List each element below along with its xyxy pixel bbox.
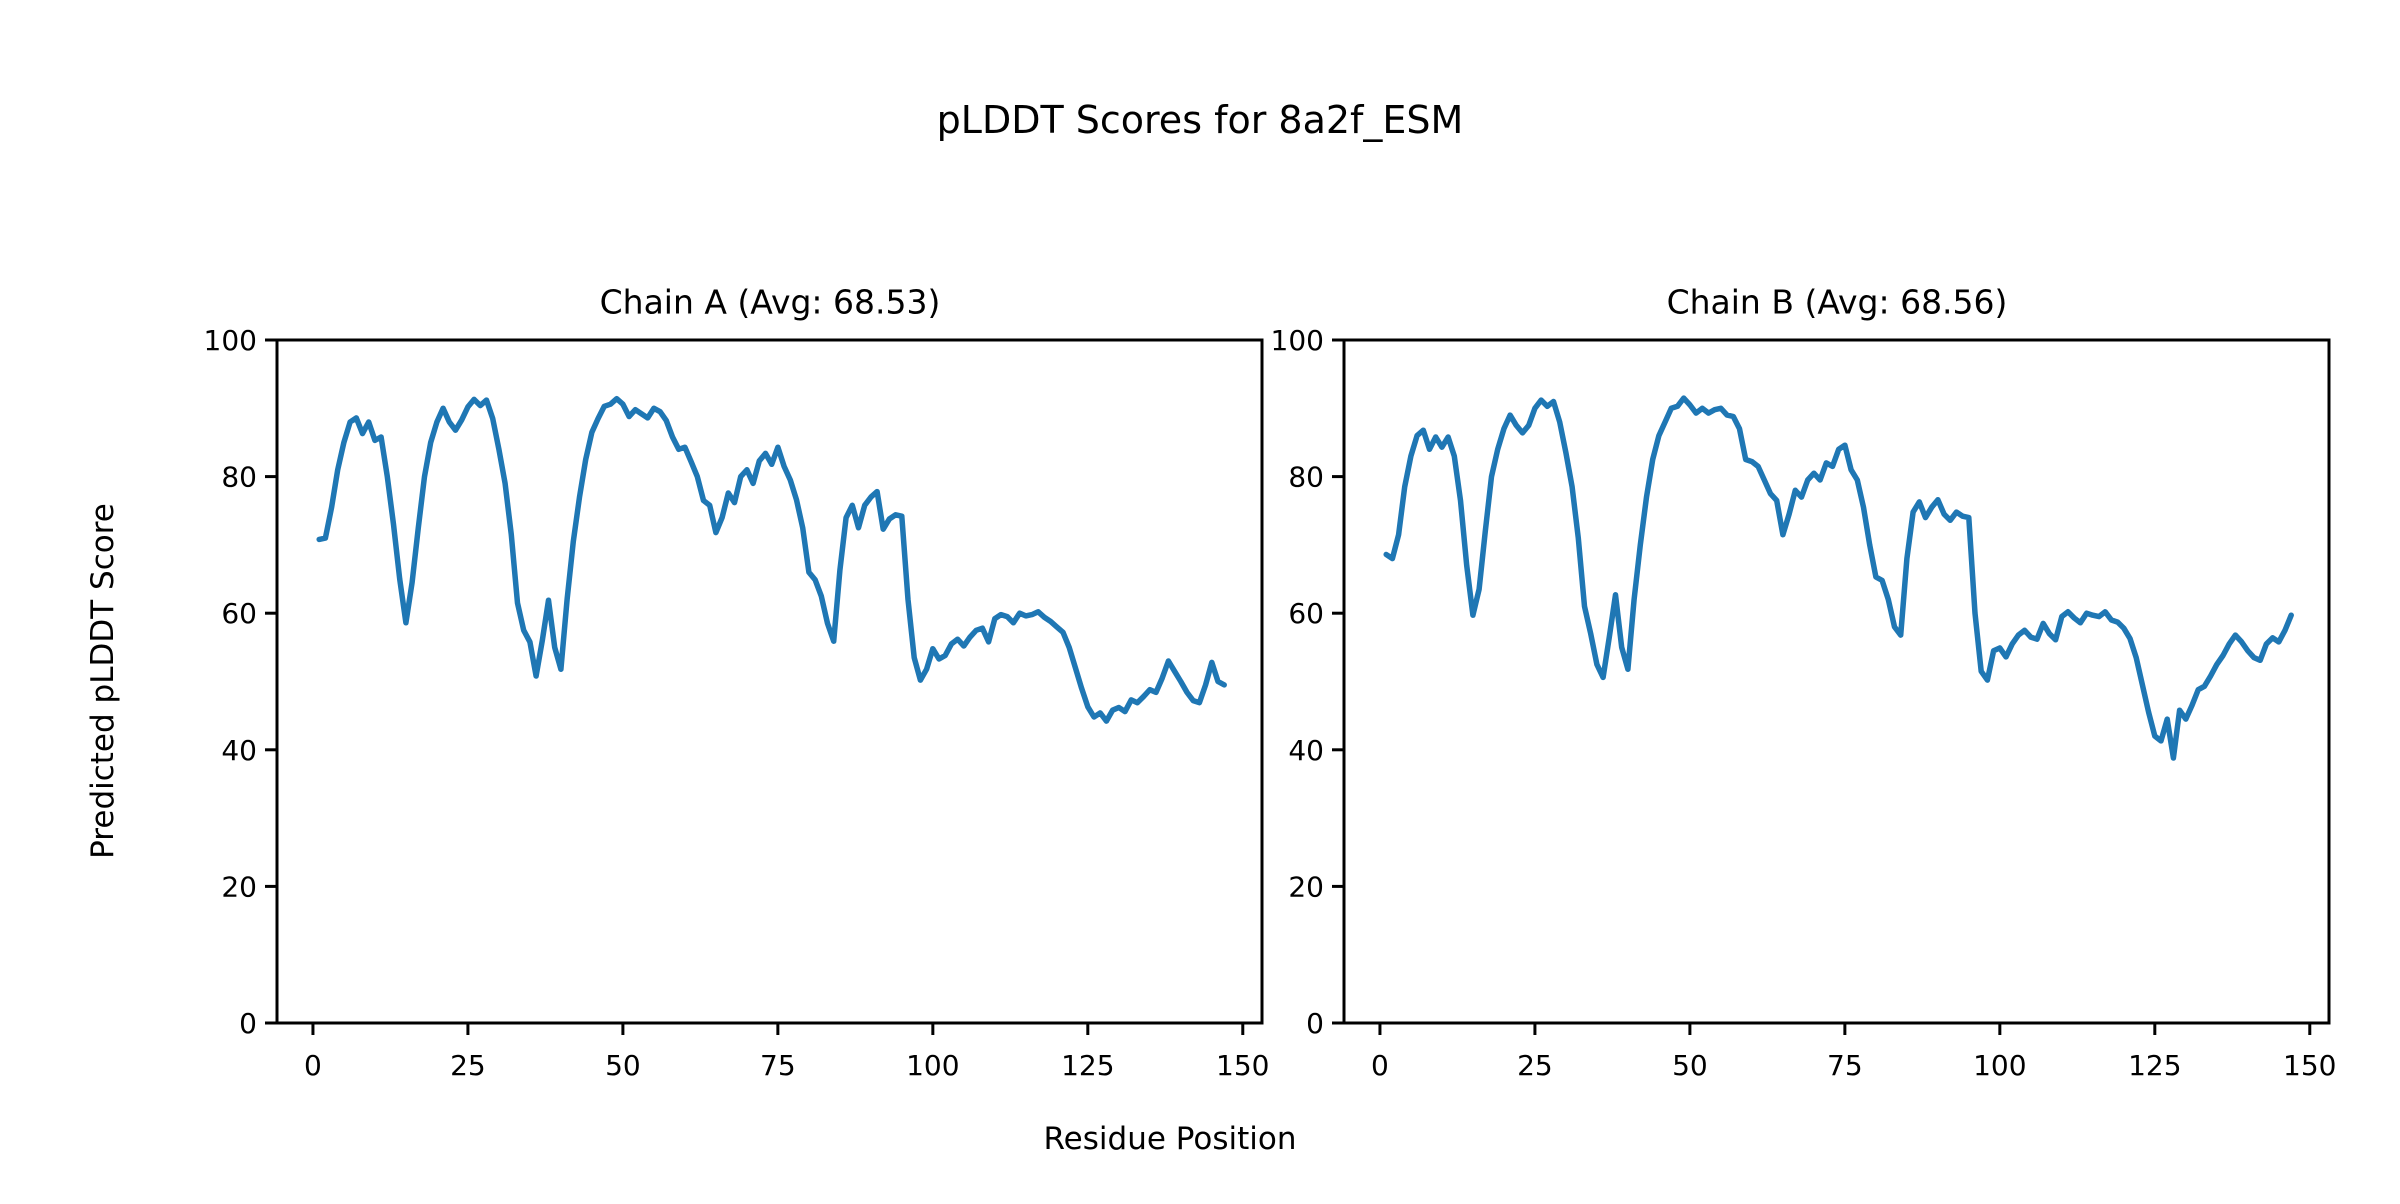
x-tick-label: 100 xyxy=(906,1049,959,1082)
x-tick-label: 125 xyxy=(1061,1049,1114,1082)
chain-b-plot: 0 25 50 75 100 125 150 0 20 40 60 80 100 xyxy=(1271,324,2337,1082)
chain-a-line xyxy=(316,395,1227,724)
chain-b-axes-frame xyxy=(1342,338,2331,1025)
x-tick-label: 0 xyxy=(304,1049,322,1082)
x-tick-label: 0 xyxy=(1371,1049,1389,1082)
x-tick-label: 25 xyxy=(1517,1049,1553,1082)
x-tick-label: 125 xyxy=(2128,1049,2181,1082)
chain-a-x-ticks: 0 25 50 75 100 125 150 xyxy=(304,1023,1270,1082)
x-tick-label: 150 xyxy=(1216,1049,1269,1082)
y-tick-label: 0 xyxy=(1306,1007,1324,1040)
figure-title: pLDDT Scores for 8a2f_ESM xyxy=(936,98,1464,142)
y-tick-label: 20 xyxy=(1288,870,1324,903)
chain-a-axes-frame xyxy=(275,338,1264,1025)
y-tick-label: 80 xyxy=(221,461,257,494)
y-tick-label: 20 xyxy=(221,870,257,903)
chain-b-x-ticks: 0 25 50 75 100 125 150 xyxy=(1371,1023,2337,1082)
y-tick-label: 60 xyxy=(221,597,257,630)
x-axis-label: Residue Position xyxy=(1043,1121,1297,1157)
x-tick-label: 100 xyxy=(1973,1049,2026,1082)
x-tick-label: 75 xyxy=(1827,1049,1863,1082)
y-tick-label: 100 xyxy=(1271,324,1324,357)
chain-a-y-ticks: 0 20 40 60 80 100 xyxy=(204,324,277,1040)
x-tick-label: 75 xyxy=(760,1049,796,1082)
chain-b-line xyxy=(1383,395,2294,761)
x-tick-label: 25 xyxy=(450,1049,486,1082)
y-tick-label: 100 xyxy=(204,324,257,357)
chain-b-title: Chain B (Avg: 68.56) xyxy=(1666,282,2008,322)
chain-b-y-ticks: 0 20 40 60 80 100 xyxy=(1271,324,1344,1040)
x-tick-label: 50 xyxy=(605,1049,641,1082)
y-axis-label: Predicted pLDDT Score xyxy=(85,503,121,859)
y-tick-label: 0 xyxy=(239,1007,257,1040)
chain-a-plot: 0 25 50 75 100 125 150 0 20 40 60 80 100 xyxy=(204,324,1270,1082)
x-tick-label: 150 xyxy=(2283,1049,2336,1082)
y-tick-label: 40 xyxy=(221,734,257,767)
x-tick-label: 50 xyxy=(1672,1049,1708,1082)
y-tick-label: 80 xyxy=(1288,461,1324,494)
y-tick-label: 60 xyxy=(1288,597,1324,630)
chain-a-title: Chain A (Avg: 68.53) xyxy=(599,282,941,322)
y-tick-label: 40 xyxy=(1288,734,1324,767)
